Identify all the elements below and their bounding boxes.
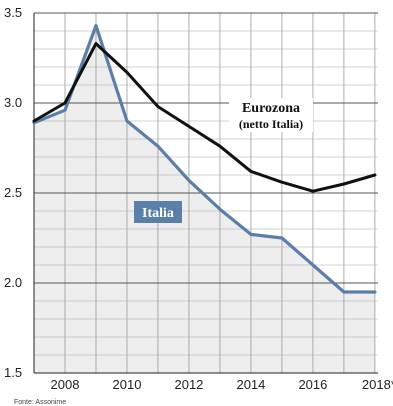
y-tick-label: 2.5 — [4, 185, 22, 200]
y-tick-label: 2.0 — [4, 275, 22, 290]
series-label-italia: Italia — [134, 201, 182, 223]
data-point-italia-2008 — [63, 109, 67, 112]
data-point-italia-2016 — [311, 263, 315, 267]
x-tick-label: 2008 — [51, 377, 80, 392]
series-lines — [32, 24, 377, 294]
series-label-italia-background — [134, 201, 182, 223]
data-point-eurozona-2015 — [280, 181, 284, 184]
x-tick-label: 2018* — [362, 377, 393, 392]
y-axis-ticks: 1.5 2.0 2.5 3.0 3.5 — [4, 5, 22, 380]
data-point-eurozona-2009 — [94, 42, 98, 45]
data-point-italia-2010 — [125, 119, 129, 123]
data-point-italia-2009 — [94, 24, 98, 27]
data-point-eurozona-2017 — [342, 182, 346, 186]
data-point-eurozona-2007 — [32, 119, 36, 123]
data-point-italia-2017 — [342, 290, 346, 294]
y-tick-label: 1.5 — [4, 365, 22, 380]
data-point-eurozona-2008 — [63, 101, 67, 105]
data-point-eurozona-2014 — [249, 170, 253, 173]
data-point-italia-2018 — [373, 290, 377, 294]
data-point-italia-2013 — [218, 208, 222, 211]
series-line-italia — [32, 24, 377, 294]
y-tick-label: 3.0 — [4, 95, 22, 110]
series-label-eurozona-background — [229, 98, 313, 132]
data-point-italia-2012 — [187, 179, 191, 182]
x-tick-label: 2016 — [298, 377, 327, 392]
source-note: Fonte: Assonime — [14, 399, 66, 406]
y-tick-label: 3.5 — [4, 5, 22, 20]
x-axis-ticks: 2008 2010 2012 2014 2016 2018* — [51, 377, 393, 392]
data-point-eurozona-2018 — [373, 173, 377, 177]
italia-area-fill — [34, 25, 375, 373]
data-point-eurozona-2010 — [125, 71, 129, 74]
series-label-eurozona: Eurozona (netto Italia) — [229, 98, 313, 132]
series-label-eurozona-line1: Eurozona — [242, 101, 300, 116]
x-tick-label: 2010 — [113, 377, 142, 392]
series-label-eurozona-line2: (netto Italia) — [239, 117, 303, 131]
series-label-italia-text: Italia — [142, 206, 174, 221]
data-point-italia-2015 — [280, 236, 284, 240]
series-line-eurozona — [32, 42, 377, 193]
x-tick-label: 2012 — [174, 377, 203, 392]
data-point-eurozona-2012 — [187, 125, 191, 128]
x-tick-label: 2014 — [236, 377, 265, 392]
data-point-italia-2011 — [156, 145, 160, 148]
data-point-italia-2014 — [249, 233, 253, 236]
plot-area — [33, 12, 378, 374]
data-point-eurozona-2011 — [156, 105, 160, 108]
data-point-eurozona-2016 — [311, 190, 315, 193]
data-point-eurozona-2013 — [218, 145, 222, 148]
horizontal-gridlines — [34, 12, 378, 374]
